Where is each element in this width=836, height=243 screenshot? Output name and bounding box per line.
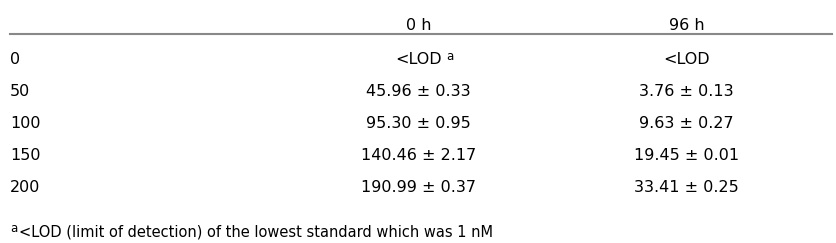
Text: 19.45 ± 0.01: 19.45 ± 0.01 (633, 148, 738, 163)
Text: 50: 50 (10, 84, 30, 99)
Text: 33.41 ± 0.25: 33.41 ± 0.25 (633, 180, 738, 195)
Text: 0 h: 0 h (405, 18, 431, 33)
Text: 95.30 ± 0.95: 95.30 ± 0.95 (365, 116, 471, 131)
Text: 0: 0 (10, 52, 20, 67)
Text: <LOD (limit of detection) of the lowest standard which was 1 nM: <LOD (limit of detection) of the lowest … (19, 224, 492, 239)
Text: 3.76 ± 0.13: 3.76 ± 0.13 (638, 84, 733, 99)
Text: 96 h: 96 h (668, 18, 703, 33)
Text: 190.99 ± 0.37: 190.99 ± 0.37 (360, 180, 476, 195)
Text: a: a (446, 50, 453, 63)
Text: <LOD: <LOD (395, 52, 441, 67)
Text: 150: 150 (10, 148, 40, 163)
Text: 9.63 ± 0.27: 9.63 ± 0.27 (638, 116, 733, 131)
Text: 100: 100 (10, 116, 40, 131)
Text: 200: 200 (10, 180, 40, 195)
Text: 45.96 ± 0.33: 45.96 ± 0.33 (365, 84, 470, 99)
Text: 140.46 ± 2.17: 140.46 ± 2.17 (360, 148, 476, 163)
Text: <LOD: <LOD (662, 52, 709, 67)
Text: a: a (10, 222, 18, 235)
